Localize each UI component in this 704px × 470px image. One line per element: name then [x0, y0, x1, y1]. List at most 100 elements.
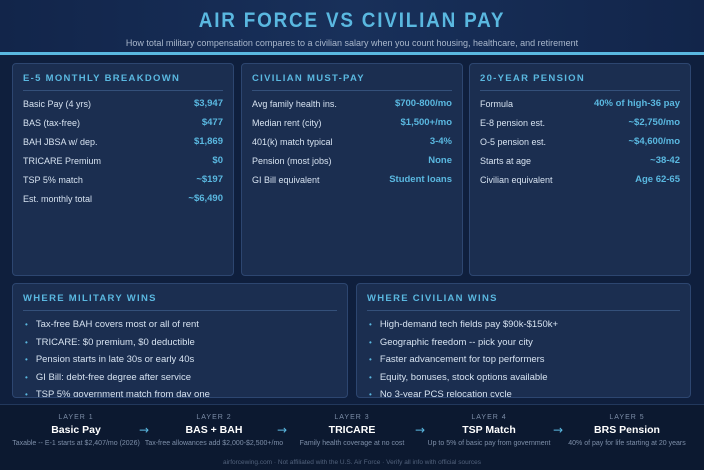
- bullet-icon: •: [25, 337, 28, 347]
- layer-title: BAS + BAH: [185, 424, 243, 436]
- layer-title: TRICARE: [328, 424, 376, 436]
- bullet-icon: •: [25, 355, 28, 365]
- layer-label: LAYER 4: [471, 414, 507, 421]
- stat-value: $1,869: [193, 136, 223, 147]
- list-item: • Tax-free BAH covers most or all of rent: [23, 316, 337, 334]
- layer-desc: Tax-free allowances add $2,000-$2,500+/m…: [144, 440, 284, 447]
- layer-label: LAYER 1: [58, 414, 94, 421]
- bullet-icon: •: [25, 320, 28, 330]
- card-title: WHERE MILITARY WINS: [23, 284, 337, 311]
- stat-label: Pension (most jobs): [252, 155, 332, 166]
- layers-footer: [0, 404, 704, 470]
- list-item-text: Tax-free BAH covers most or all of rent: [35, 319, 199, 331]
- layer-desc: 40% of pay for life starting at 20 years: [568, 440, 686, 447]
- stat-label: Formula: [480, 98, 514, 109]
- list-item: • High-demand tech fields pay $90k-$150k+: [367, 316, 680, 334]
- bullet-icon: •: [25, 390, 28, 398]
- list-item: • GI Bill: debt-free degree after service: [23, 369, 337, 387]
- stat-label: Avg family health ins.: [252, 98, 337, 109]
- stat-value: $700-800/mo: [394, 98, 452, 109]
- layer-label: LAYER 2: [196, 414, 232, 421]
- layer-desc: Up to 5% of basic pay from government: [427, 440, 551, 447]
- stat-row: Starts at age ~38-42: [480, 151, 680, 170]
- stat-value: ~$2,750/mo: [628, 117, 681, 128]
- page-subtitle: How total military compensation compares…: [125, 38, 579, 48]
- list-item-text: High-demand tech fields pay $90k-$150k+: [379, 319, 559, 331]
- list-item: • Pension starts in late 30s or early 40s: [23, 351, 337, 369]
- list-item: • TRICARE: $0 premium, $0 deductible: [23, 334, 337, 352]
- list-item: • No 3-year PCS relocation cycle: [367, 386, 680, 398]
- list-item-text: TRICARE: $0 premium, $0 deductible: [35, 336, 195, 348]
- list-item-text: GI Bill: debt-free degree after service: [35, 371, 192, 383]
- layer-step: LAYER 2 BAS + BAH Tax-free allowances ad…: [144, 414, 284, 447]
- list-item: • Faster advancement for top performers: [367, 351, 680, 369]
- accent-divider: [0, 52, 704, 55]
- arrow-right-icon: →: [415, 423, 426, 437]
- stat-value: ~$197: [196, 174, 223, 185]
- stat-label: TRICARE Premium: [23, 155, 102, 166]
- layer-title: TSP Match: [462, 424, 516, 436]
- bullet-icon: •: [25, 372, 28, 382]
- list-item: • Equity, bonuses, stock options availabl…: [367, 369, 680, 387]
- stat-row: TSP 5% match ~$197: [23, 170, 223, 189]
- list-item: • Geographic freedom -- pick your city: [367, 334, 680, 352]
- list-item-text: Geographic freedom -- pick your city: [379, 336, 533, 348]
- header: AIR FORCE VS CIVILIAN PAY How total mili…: [0, 0, 704, 52]
- stat-row: Formula 40% of high-36 pay: [480, 94, 680, 113]
- stat-label: Civilian equivalent: [480, 174, 553, 185]
- stat-row: TRICARE Premium $0: [23, 151, 223, 170]
- list-card-0: WHERE MILITARY WINS • Tax-free BAH covers …: [12, 283, 348, 398]
- stat-value: $477: [201, 117, 223, 128]
- stat-row: BAS (tax-free) $477: [23, 113, 223, 132]
- stat-label: Median rent (city): [252, 117, 322, 128]
- stat-row: Avg family health ins. $700-800/mo: [252, 94, 452, 113]
- stat-label: GI Bill equivalent: [252, 174, 320, 185]
- stat-value: $1,500+/mo: [400, 117, 453, 128]
- layer-step: LAYER 5 BRS Pension 40% of pay for life …: [557, 414, 697, 447]
- stat-row: Est. monthly total ~$6,490: [23, 189, 223, 208]
- arrow-right-icon: →: [277, 423, 288, 437]
- stat-label: TSP 5% match: [23, 174, 83, 185]
- stat-row: BAH JBSA w/ dep. $1,869: [23, 132, 223, 151]
- arrow-right-icon: →: [139, 423, 150, 437]
- stat-label: Starts at age: [480, 155, 532, 166]
- card-title: CIVILIAN MUST-PAY: [252, 64, 452, 91]
- bullet-icon: •: [369, 390, 372, 398]
- stat-value: Age 62-65: [635, 174, 680, 185]
- stat-row: GI Bill equivalent Student loans: [252, 170, 452, 189]
- stat-label: BAH JBSA w/ dep.: [23, 136, 98, 147]
- stat-value: 3-4%: [429, 136, 452, 147]
- list-item-text: No 3-year PCS relocation cycle: [379, 389, 512, 398]
- bullet-icon: •: [369, 337, 372, 347]
- stat-value: None: [428, 155, 452, 166]
- list-item-text: TSP 5% government match from day one: [35, 389, 210, 398]
- stat-label: Est. monthly total: [23, 193, 93, 204]
- layer-step: LAYER 3 TRICARE Family health coverage a…: [282, 414, 422, 447]
- list-item: • TSP 5% government match from day one: [23, 386, 337, 398]
- layer-desc: Taxable -- E-1 starts at $2,407/mo (2026…: [12, 440, 140, 447]
- arrow-right-icon: →: [553, 423, 564, 437]
- layer-title: BRS Pension: [594, 424, 660, 436]
- stat-label: 401(k) match typical: [252, 136, 333, 147]
- list-item-text: Faster advancement for top performers: [379, 354, 545, 366]
- bullet-icon: •: [369, 372, 372, 382]
- bullet-icon: •: [369, 355, 372, 365]
- page-title: AIR FORCE VS CIVILIAN PAY: [198, 9, 506, 32]
- footer-credit: airforcewing.com · Not affiliated with t…: [222, 459, 482, 466]
- bullet-icon: •: [369, 320, 372, 330]
- stat-value: 40% of high-36 pay: [593, 98, 680, 109]
- layer-label: LAYER 5: [609, 414, 645, 421]
- card-title: E-5 MONTHLY BREAKDOWN: [23, 64, 223, 91]
- stat-value: ~$6,490: [188, 193, 223, 204]
- stat-label: Basic Pay (4 yrs): [23, 98, 92, 109]
- stat-row: Median rent (city) $1,500+/mo: [252, 113, 452, 132]
- stat-value: ~38-42: [650, 155, 680, 166]
- layer-step: LAYER 1 Basic Pay Taxable -- E-1 starts …: [6, 414, 146, 447]
- stat-row: Basic Pay (4 yrs) $3,947: [23, 94, 223, 113]
- card-2: 20-YEAR PENSION Formula 40% of high-36 pay…: [469, 63, 691, 276]
- stat-value: $0: [212, 155, 223, 166]
- stat-value: $3,947: [193, 98, 223, 109]
- card-0: E-5 MONTHLY BREAKDOWN Basic Pay (4 yrs) $3…: [12, 63, 234, 276]
- stat-value: Student loans: [389, 174, 452, 185]
- stat-row: O-5 pension est. ~$4,600/mo: [480, 132, 680, 151]
